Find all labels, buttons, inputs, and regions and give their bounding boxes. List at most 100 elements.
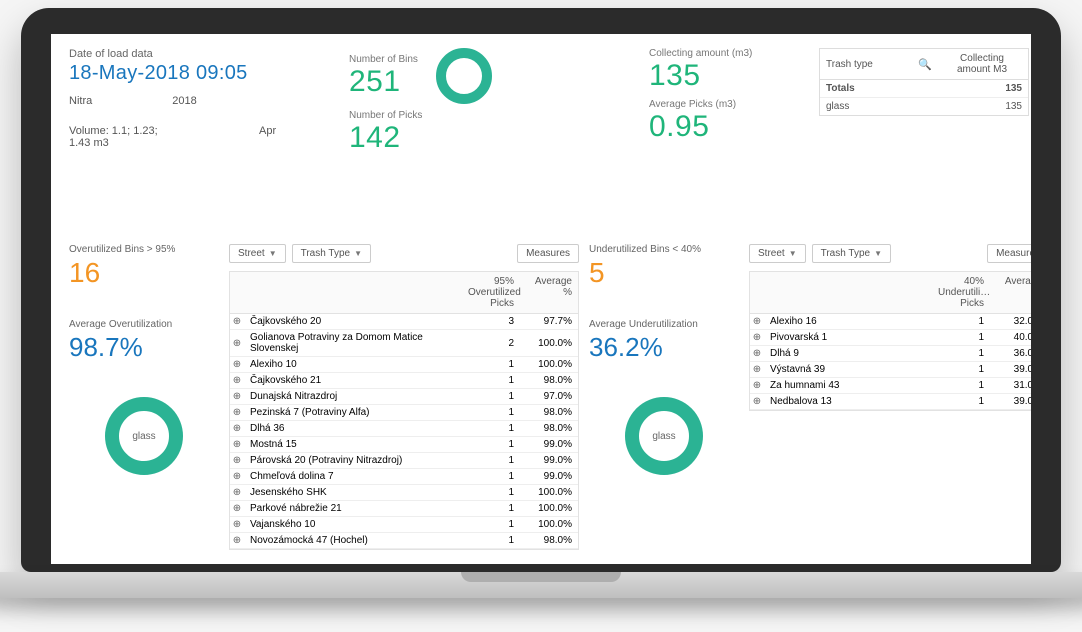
expand-icon[interactable]: ⊕ bbox=[230, 503, 244, 514]
expand-icon[interactable]: ⊕ bbox=[750, 364, 764, 375]
row-picks: 1 bbox=[932, 314, 990, 329]
under-count: 5 bbox=[589, 257, 739, 289]
over-stats: Overutilized Bins > 95% 16 Average Overu… bbox=[69, 244, 219, 564]
table-row[interactable]: ⊕Alexiho 101100.0% bbox=[230, 357, 578, 373]
table-row[interactable]: ⊕Alexiho 16132.0% bbox=[750, 314, 1031, 330]
over-filter-trash[interactable]: Trash Type▼ bbox=[292, 244, 371, 263]
table-row[interactable]: ⊕Párovská 20 (Potraviny Nitrazdroj)199.0… bbox=[230, 453, 578, 469]
expand-icon[interactable]: ⊕ bbox=[230, 423, 244, 434]
row-picks: 1 bbox=[462, 501, 520, 516]
trash-row-label: Totals bbox=[820, 80, 912, 97]
row-name: Dlhá 9 bbox=[764, 346, 932, 361]
table-row[interactable]: ⊕Čajkovského 21198.0% bbox=[230, 373, 578, 389]
volume-value: Volume: 1.1; 1.23; 1.43 m3 bbox=[69, 125, 179, 149]
row-picks: 2 bbox=[462, 336, 520, 351]
row-picks: 1 bbox=[462, 533, 520, 548]
under-data-table: 40% Underutili… Picks Average % ⊕Alexiho… bbox=[749, 271, 1031, 411]
row-name: Mostná 15 bbox=[244, 437, 462, 452]
table-row[interactable]: ⊕Nedbalova 13139.0% bbox=[750, 394, 1031, 410]
row-avg: 99.0% bbox=[520, 437, 578, 452]
row-picks: 1 bbox=[932, 362, 990, 377]
under-donut-caption: glass bbox=[639, 411, 689, 461]
table-row[interactable]: ⊕Výstavná 39139.0% bbox=[750, 362, 1031, 378]
over-table-block: Street▼ Trash Type▼ Measures 95% Overuti… bbox=[229, 244, 579, 564]
table-row[interactable]: ⊕Dlhá 9136.0% bbox=[750, 346, 1031, 362]
table-row[interactable]: ⊕Mostná 15199.0% bbox=[230, 437, 578, 453]
table-row[interactable]: ⊕Golianova Potraviny za Domom Matice Slo… bbox=[230, 330, 578, 357]
expand-icon[interactable]: ⊕ bbox=[750, 332, 764, 343]
expand-icon[interactable]: ⊕ bbox=[750, 396, 764, 407]
expand-icon[interactable]: ⊕ bbox=[230, 359, 244, 370]
over-filter-street[interactable]: Street▼ bbox=[229, 244, 286, 263]
over-data-table: 95% Overutilized Picks Average % ⊕Čajkov… bbox=[229, 271, 579, 550]
over-donut: glass bbox=[105, 397, 183, 475]
row-name: Párovská 20 (Potraviny Nitrazdroj) bbox=[244, 453, 462, 468]
expand-icon[interactable]: ⊕ bbox=[230, 316, 244, 327]
kpi-picks-label: Number of Picks bbox=[349, 110, 649, 121]
under-filter-trash[interactable]: Trash Type▼ bbox=[812, 244, 891, 263]
row-name: Nedbalova 13 bbox=[764, 394, 932, 409]
table-row[interactable]: ⊕Čajkovského 20397.7% bbox=[230, 314, 578, 330]
row-avg: 98.0% bbox=[520, 405, 578, 420]
row-picks: 1 bbox=[462, 437, 520, 452]
expand-icon[interactable]: ⊕ bbox=[230, 519, 244, 530]
table-row[interactable]: ⊕Vajanského 101100.0% bbox=[230, 517, 578, 533]
trash-row-value: 135 bbox=[936, 80, 1028, 97]
under-avg-value: 36.2% bbox=[589, 332, 739, 363]
under-stats: Underutilized Bins < 40% 5 Average Under… bbox=[589, 244, 739, 564]
row-avg: 98.0% bbox=[520, 421, 578, 436]
expand-icon[interactable]: ⊕ bbox=[230, 439, 244, 450]
row-name: Novozámocká 47 (Hochel) bbox=[244, 533, 462, 548]
expand-icon[interactable]: ⊕ bbox=[230, 455, 244, 466]
table-row[interactable]: ⊕Pivovarská 1140.0% bbox=[750, 330, 1031, 346]
under-filter-measures[interactable]: Measures bbox=[987, 244, 1031, 263]
trash-row: Totals 135 bbox=[820, 80, 1028, 97]
row-avg: 100.0% bbox=[520, 517, 578, 532]
row-avg: 97.7% bbox=[520, 314, 578, 329]
table-row[interactable]: ⊕Za humnami 43131.0% bbox=[750, 378, 1031, 394]
row-picks: 1 bbox=[932, 378, 990, 393]
row-avg: 100.0% bbox=[520, 485, 578, 500]
row-name: Alexiho 10 bbox=[244, 357, 462, 372]
expand-icon[interactable]: ⊕ bbox=[750, 380, 764, 391]
table-row[interactable]: ⊕Dunajská Nitrazdroj197.0% bbox=[230, 389, 578, 405]
row-picks: 1 bbox=[462, 357, 520, 372]
row-name: Parkové nábrežie 21 bbox=[244, 501, 462, 516]
table-row[interactable]: ⊕Pezinská 7 (Potraviny Alfa)198.0% bbox=[230, 405, 578, 421]
date-block: Date of load data 18-May-2018 09:05 Nitr… bbox=[69, 48, 349, 167]
row-name: Dunajská Nitrazdroj bbox=[244, 389, 462, 404]
kpi-picks-value: 142 bbox=[349, 121, 649, 155]
row-name: Za humnami 43 bbox=[764, 378, 932, 393]
under-avg-label: Average Underutilization bbox=[589, 319, 739, 330]
table-row[interactable]: ⊕Parkové nábrežie 211100.0% bbox=[230, 501, 578, 517]
expand-icon[interactable]: ⊕ bbox=[230, 535, 244, 546]
table-row[interactable]: ⊕Dlhá 36198.0% bbox=[230, 421, 578, 437]
over-filter-measures[interactable]: Measures bbox=[517, 244, 579, 263]
row-name: Dlhá 36 bbox=[244, 421, 462, 436]
date-value: 18-May-2018 09:05 bbox=[69, 62, 349, 85]
search-icon[interactable]: 🔍 bbox=[912, 54, 936, 75]
table-row[interactable]: ⊕Chmeľová dolina 7199.0% bbox=[230, 469, 578, 485]
over-avg-label: Average Overutilization bbox=[69, 319, 219, 330]
expand-icon[interactable]: ⊕ bbox=[750, 348, 764, 359]
expand-icon[interactable]: ⊕ bbox=[230, 375, 244, 386]
row-name: Jesenského SHK bbox=[244, 485, 462, 500]
expand-icon[interactable]: ⊕ bbox=[230, 471, 244, 482]
under-filter-street[interactable]: Street▼ bbox=[749, 244, 806, 263]
kpi-bins-value: 251 bbox=[349, 65, 418, 99]
expand-icon[interactable]: ⊕ bbox=[230, 487, 244, 498]
expand-icon[interactable]: ⊕ bbox=[230, 391, 244, 402]
kpi-bins-donut bbox=[436, 48, 492, 104]
laptop-base bbox=[0, 572, 1082, 598]
kpi-avgpicks-label: Average Picks (m3) bbox=[649, 99, 799, 110]
chevron-down-icon: ▼ bbox=[354, 249, 362, 258]
row-picks: 1 bbox=[462, 469, 520, 484]
expand-icon[interactable]: ⊕ bbox=[230, 338, 244, 349]
row-avg: 40.0% bbox=[990, 330, 1031, 345]
expand-icon[interactable]: ⊕ bbox=[750, 316, 764, 327]
table-row[interactable]: ⊕Jesenského SHK1100.0% bbox=[230, 485, 578, 501]
over-count: 16 bbox=[69, 257, 219, 289]
expand-icon[interactable]: ⊕ bbox=[230, 407, 244, 418]
table-row[interactable]: ⊕Novozámocká 47 (Hochel)198.0% bbox=[230, 533, 578, 549]
row-picks: 1 bbox=[462, 373, 520, 388]
